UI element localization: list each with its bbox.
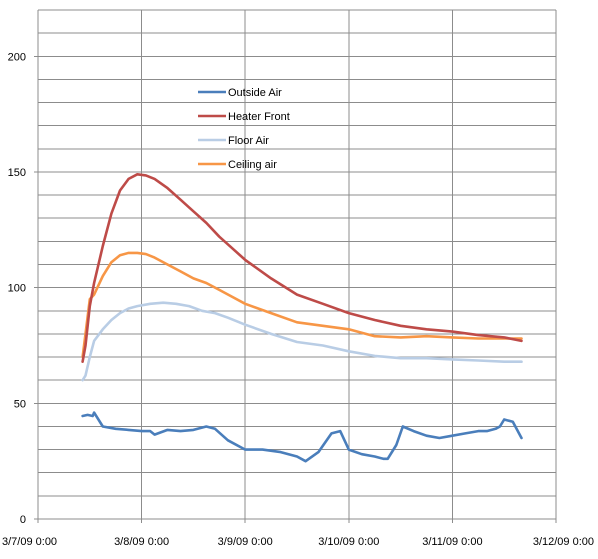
legend-label: Ceiling air — [228, 159, 277, 171]
series-line-ceiling-air — [81, 251, 523, 359]
axes — [34, 10, 557, 523]
series-lines — [81, 173, 523, 463]
y-tick-label: 100 — [8, 283, 26, 295]
tick-labels: 0 50 100 150 200 3/7/09 0:00 3/8/09 0:00 3/9/09… — [2, 51, 594, 548]
series-line-heater-front — [81, 173, 523, 364]
y-tick-label: 200 — [8, 51, 26, 63]
x-tick-label: 3/9/09 0:00 — [218, 536, 273, 548]
x-tick-label: 3/7/09 0:00 — [2, 536, 57, 548]
series-line-outside-air — [81, 411, 523, 463]
series-line-floor-air — [81, 301, 523, 382]
x-tick-label: 3/8/09 0:00 — [114, 536, 169, 548]
x-tick-label: 3/11/09 0:00 — [422, 536, 482, 548]
legend-label: Heater Front — [228, 111, 290, 123]
y-tick-label: 0 — [20, 514, 26, 526]
y-tick-label: 50 — [14, 398, 26, 410]
legend: Outside Air Heater Front Floor Air Ceiling … — [198, 87, 290, 171]
gridlines — [38, 9, 557, 519]
legend-label: Outside Air — [228, 87, 282, 99]
x-tick-label: 3/12/09 0:00 — [533, 536, 594, 548]
x-tick-label: 3/10/09 0:00 — [318, 536, 379, 548]
y-tick-label: 150 — [8, 167, 26, 179]
legend-label: Floor Air — [228, 135, 269, 147]
